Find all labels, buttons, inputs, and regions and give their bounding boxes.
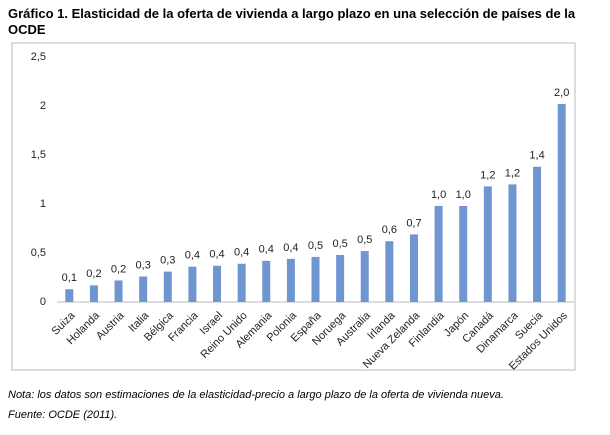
y-tick-label: 0,5 (31, 247, 46, 259)
y-tick-label: 0 (40, 296, 46, 308)
bar (114, 280, 123, 302)
value-label: 0,3 (136, 259, 151, 271)
value-label: 0,5 (308, 240, 323, 252)
value-label: 1,2 (505, 167, 520, 179)
value-label: 1,4 (529, 150, 544, 162)
bar (385, 241, 394, 302)
y-tick-label: 1,5 (31, 149, 46, 161)
note: Nota: los datos son estimaciones de la e… (8, 389, 504, 401)
x-tick-label: Austria (94, 309, 127, 342)
bar (65, 289, 74, 302)
bar (360, 251, 369, 302)
value-label: 0,5 (357, 234, 372, 246)
bar (459, 205, 468, 302)
value-label: 0,3 (160, 255, 175, 267)
bar (237, 263, 246, 302)
value-label: 2,0 (554, 87, 569, 99)
bar (533, 166, 542, 302)
bar (336, 254, 345, 302)
value-label: 0,7 (406, 217, 421, 229)
value-label: 0,2 (111, 263, 126, 275)
bar (262, 260, 271, 302)
chart-frame (11, 42, 576, 371)
bar (409, 234, 418, 302)
bar (286, 258, 295, 302)
value-label: 0,1 (62, 272, 77, 284)
chart-title: Gráfico 1. Elasticidad de la oferta de v… (8, 6, 576, 37)
source: Fuente: OCDE (2011). (8, 409, 118, 421)
bar (434, 205, 443, 302)
bar (139, 276, 148, 302)
chart: 00,511,522,5Suiza0,1Holanda0,2Austria0,2… (11, 42, 576, 373)
bar (508, 184, 517, 302)
y-tick-label: 1 (40, 198, 46, 210)
value-label: 0,5 (332, 238, 347, 250)
value-label: 1,0 (456, 189, 471, 201)
value-label: 1,0 (431, 189, 446, 201)
bar (213, 265, 222, 302)
bar (483, 186, 492, 302)
value-label: 0,6 (382, 224, 397, 236)
bar (188, 266, 197, 302)
value-label: 0,4 (234, 247, 249, 259)
bar (557, 104, 566, 302)
bar (89, 285, 98, 302)
value-label: 0,4 (209, 249, 224, 261)
y-tick-label: 2,5 (31, 51, 46, 63)
bar (163, 271, 172, 302)
value-label: 1,2 (480, 169, 495, 181)
value-label: 0,4 (283, 242, 298, 254)
y-tick-label: 2 (40, 100, 46, 112)
value-label: 0,2 (86, 268, 101, 280)
bar (311, 256, 320, 302)
value-label: 0,4 (185, 250, 200, 262)
value-label: 0,4 (259, 244, 274, 256)
